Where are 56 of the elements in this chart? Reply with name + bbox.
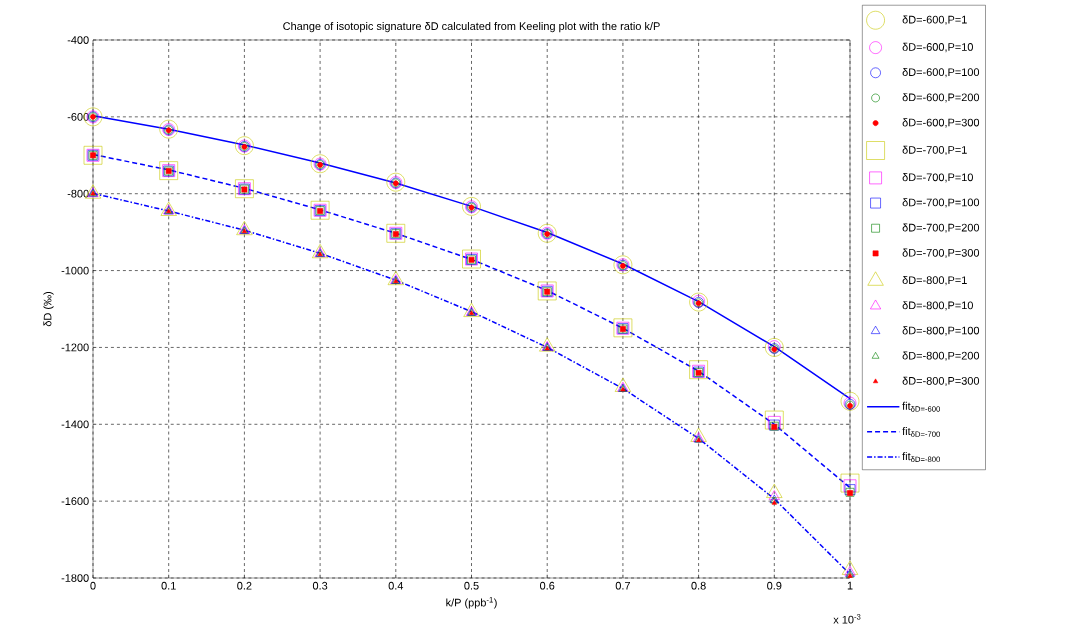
x-tick-label: 0.3 [312,581,328,590]
chart-title: Change of isotopic signature δD calculated from Keeling plot with the ratio k/P [283,21,660,33]
legend-label: δD=-600,P=100 [902,67,980,78]
y-tick-label: -600 [67,112,89,121]
x-tick-label: 0.1 [161,581,176,590]
legend-label: fit$_{δD=-800}$ [902,452,940,462]
point [159,119,178,139]
legend-label: δD=-800,P=1 [902,276,967,286]
point [539,337,556,352]
point [766,483,783,498]
x-tick-label: 0.7 [615,581,630,590]
x-tick-label: 0.4 [388,581,404,590]
point [689,292,708,312]
point [689,360,708,380]
legend-label: δD=-600,P=300 [902,118,980,128]
point [765,410,784,430]
legend-label: δD=-700,P=200 [902,223,980,233]
legend-label: δD=-800,P=10 [902,301,973,311]
legend-label: δD=-800,P=200 [902,351,980,361]
y-tick-label: -1400 [61,420,89,429]
legend-label: δD=-600,P=200 [902,93,980,103]
y-tick-label: -1600 [61,497,89,506]
legend-label: δD=-700,P=10 [902,173,973,183]
legend-label: δD=-700,P=300 [902,248,980,258]
x-tick-label: 0.8 [691,581,706,590]
point [614,377,631,392]
point [843,479,857,493]
legend-label: fit$_{δD=-700}$ [902,427,940,437]
point [312,243,329,259]
x-tick-label: 0.2 [237,581,252,590]
y-tick-label: -800 [67,189,89,198]
x-tick-label: 0 [90,581,96,590]
point [840,391,860,411]
legend-label: fit$_{δD=-600}$ [902,401,940,412]
point [765,338,784,357]
y-tick-label: -1800 [61,574,89,582]
x-tick-label: 0.9 [767,581,782,590]
legend-label: δD=-800,P=300 [902,376,980,387]
point [840,473,860,493]
x-tick-label: 0.5 [464,581,479,590]
legend-label: δD=-700,P=100 [902,198,980,208]
point [236,220,253,236]
legend-label: δD=-700,P=1 [902,145,967,156]
y-axis-title: δD (‰) [43,292,54,327]
point [690,427,707,442]
legend-label: δD=-600,P=1 [902,15,967,25]
x-tick-label: 1 [847,581,853,590]
legend-label: δD=-600,P=10 [902,42,973,53]
text: x 10$^{-3}$ [833,614,861,624]
x-axis-title: k/P (ppb$^{-1}$) [446,597,497,609]
y-tick-label: -1200 [61,343,89,352]
x-tick-label: 0.6 [540,581,555,590]
y-tick-label: -400 [67,36,89,44]
point [768,490,780,500]
legend-label: δD=-800,P=100 [902,326,980,336]
y-tick-label: -1000 [61,266,89,275]
